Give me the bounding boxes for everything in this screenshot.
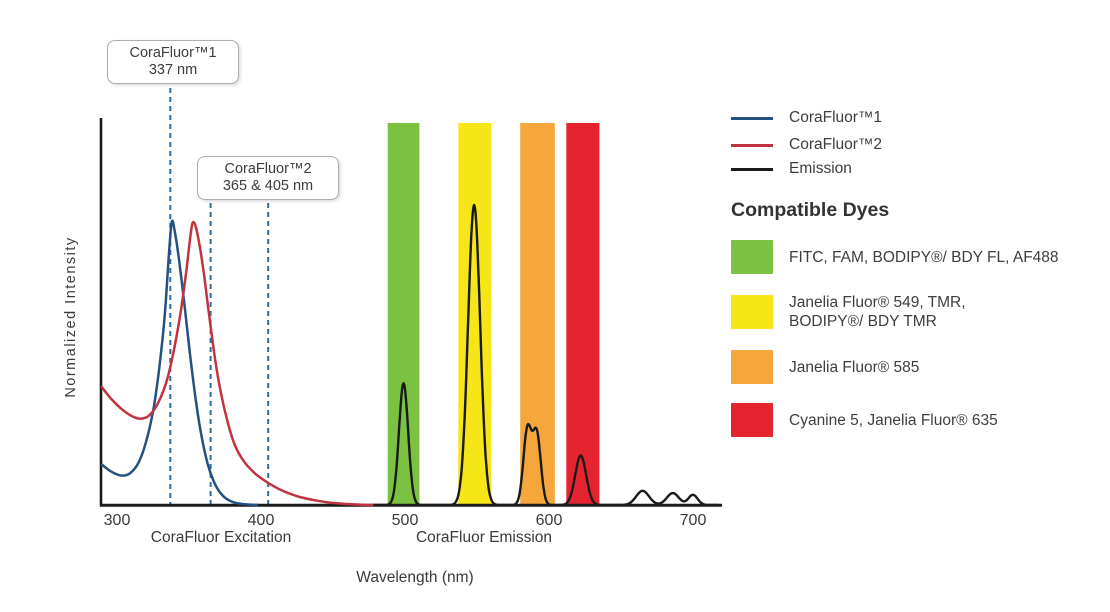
legend-line-swatch-corafluor1 xyxy=(731,116,773,120)
x-tick-label-600: 600 xyxy=(535,512,563,529)
excitation-curve-corafluor1 xyxy=(100,219,259,507)
x-tick-label-700: 700 xyxy=(679,512,707,529)
callout-corafluor1: CoraFluor™1 337 nm xyxy=(107,40,239,84)
emission-curve xyxy=(372,203,720,507)
green-filter-swatch xyxy=(731,240,773,274)
red-filter-swatch xyxy=(731,403,773,437)
dye-item-green: FITC, FAM, BODIPY®/ BDY FL, AF488 xyxy=(731,240,1103,274)
x-region-label-excitation: CoraFluor Excitation xyxy=(150,529,292,546)
filter-band-red xyxy=(566,123,600,505)
yellow-filter-swatch xyxy=(731,295,773,329)
legend-item-corafluor1: CoraFluor™1 xyxy=(731,109,882,127)
orange-filter-swatch xyxy=(731,350,773,384)
legend-label-emission: Emission xyxy=(789,160,852,177)
y-axis-label: Normalized Intensity xyxy=(63,236,79,398)
callout-corafluor2-value: 365 & 405 nm xyxy=(222,178,314,194)
compatible-dyes-heading: Compatible Dyes xyxy=(731,199,890,221)
callout-corafluor1-title: CoraFluor™1 xyxy=(129,45,217,61)
compatible-dyes-section: Compatible Dyes FITC, FAM, BODIPY®/ BDY … xyxy=(731,199,1103,456)
legend-item-corafluor2: CoraFluor™2 xyxy=(731,136,882,154)
callout-corafluor2: CoraFluor™2 365 & 405 nm xyxy=(197,156,339,200)
x-tick-label-300: 300 xyxy=(103,512,131,529)
x-tick-label-400: 400 xyxy=(247,512,275,529)
legend-line-swatch-emission xyxy=(731,167,773,171)
dye-label-orange: Janelia Fluor® 585 xyxy=(789,358,920,376)
x-axis-label: Wavelength (nm) xyxy=(356,569,474,586)
callout-corafluor1-value: 337 nm xyxy=(148,62,198,78)
legend-line-swatch-corafluor2 xyxy=(731,143,773,147)
legend-label-corafluor2: CoraFluor™2 xyxy=(789,136,883,153)
legend-item-emission: Emission xyxy=(731,160,882,178)
x-tick-label-500: 500 xyxy=(391,512,419,529)
legend: CoraFluor™1 CoraFluor™2 Emission xyxy=(731,109,882,187)
excitation-curve-corafluor2 xyxy=(100,220,380,507)
legend-label-corafluor1: CoraFluor™1 xyxy=(789,109,883,126)
dye-item-red: Cyanine 5, Janelia Fluor® 635 xyxy=(731,403,1103,437)
filter-band-green xyxy=(387,123,420,505)
callout-corafluor2-title: CoraFluor™2 xyxy=(224,161,312,177)
x-region-label-emission: CoraFluor Emission xyxy=(415,529,553,546)
dye-label-green: FITC, FAM, BODIPY®/ BDY FL, AF488 xyxy=(789,248,1059,266)
dye-item-orange: Janelia Fluor® 585 xyxy=(731,350,1103,384)
dye-item-yellow: Janelia Fluor® 549, TMR, BODIPY®/ BDY TM… xyxy=(731,293,1103,331)
dye-label-red: Cyanine 5, Janelia Fluor® 635 xyxy=(789,411,998,429)
dye-label-yellow: Janelia Fluor® 549, TMR, BODIPY®/ BDY TM… xyxy=(789,294,966,330)
